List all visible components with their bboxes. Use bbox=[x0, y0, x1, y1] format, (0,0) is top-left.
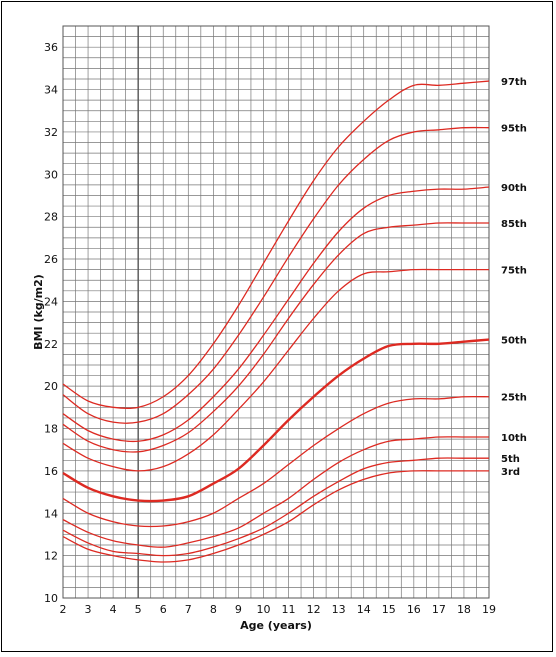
x-tick-label: 16 bbox=[407, 603, 421, 616]
percentile-curve-95th bbox=[62, 126, 490, 424]
x-tick-label: 11 bbox=[282, 603, 296, 616]
x-tick-label: 7 bbox=[185, 603, 192, 616]
x-tick-label: 19 bbox=[482, 603, 496, 616]
x-tick-label: 5 bbox=[135, 603, 142, 616]
y-tick-label: 24 bbox=[44, 295, 58, 308]
y-tick-label: 18 bbox=[44, 423, 58, 436]
x-tick-label: 9 bbox=[235, 603, 242, 616]
x-tick-label: 8 bbox=[210, 603, 217, 616]
percentile-label-95th: 95th bbox=[501, 124, 527, 135]
percentile-curve-50th bbox=[62, 338, 490, 503]
y-tick-label: 22 bbox=[44, 338, 58, 351]
x-tick-label: 12 bbox=[307, 603, 321, 616]
x-tick-label: 17 bbox=[432, 603, 446, 616]
percentile-curve-3rd bbox=[62, 470, 489, 563]
x-tick-label: 10 bbox=[256, 603, 270, 616]
percentile-curve-90th bbox=[62, 186, 490, 443]
y-tick-label: 12 bbox=[44, 550, 58, 563]
x-tick-label: 14 bbox=[357, 603, 371, 616]
y-tick-label: 20 bbox=[44, 380, 58, 393]
y-tick-label: 10 bbox=[44, 592, 58, 605]
percentile-label-10th: 10th bbox=[501, 433, 527, 444]
x-tick-label: 2 bbox=[60, 603, 67, 616]
percentile-label-3rd: 3rd bbox=[501, 467, 520, 478]
x-tick-label: 18 bbox=[457, 603, 471, 616]
percentile-label-75th: 75th bbox=[501, 266, 527, 277]
percentile-label-25th: 25th bbox=[501, 393, 527, 404]
y-axis-label: BMI (kg/m2) bbox=[32, 274, 45, 350]
y-tick-label: 14 bbox=[44, 507, 58, 520]
percentile-curve-25th bbox=[62, 395, 490, 528]
percentile-curve-10th bbox=[62, 436, 489, 548]
y-tick-label: 32 bbox=[44, 126, 58, 139]
x-tick-label: 13 bbox=[332, 603, 346, 616]
percentile-curve-5th bbox=[62, 457, 489, 557]
y-tick-label: 26 bbox=[44, 253, 58, 266]
percentile-curve-85th bbox=[62, 222, 489, 453]
percentile-label-85th: 85th bbox=[501, 219, 527, 230]
percentile-label-5th: 5th bbox=[501, 454, 520, 465]
y-tick-label: 30 bbox=[44, 168, 58, 181]
y-tick-label: 34 bbox=[44, 84, 58, 97]
y-tick-label: 28 bbox=[44, 211, 58, 224]
x-tick-label: 4 bbox=[110, 603, 117, 616]
x-tick-label: 6 bbox=[160, 603, 167, 616]
plot-border bbox=[62, 25, 490, 599]
percentile-label-50th: 50th bbox=[501, 336, 527, 347]
x-axis-label: Age (years) bbox=[240, 619, 312, 632]
grid-lines bbox=[62, 25, 490, 599]
y-tick-label: 16 bbox=[44, 465, 58, 478]
x-tick-label: 15 bbox=[382, 603, 396, 616]
x-tick-label: 3 bbox=[85, 603, 92, 616]
percentile-label-90th: 90th bbox=[501, 183, 527, 194]
percentile-curve-75th bbox=[62, 268, 489, 472]
percentile-label-97th: 97th bbox=[501, 77, 527, 88]
y-tick-label: 36 bbox=[44, 41, 58, 54]
percentile-curve-97th bbox=[62, 80, 490, 410]
